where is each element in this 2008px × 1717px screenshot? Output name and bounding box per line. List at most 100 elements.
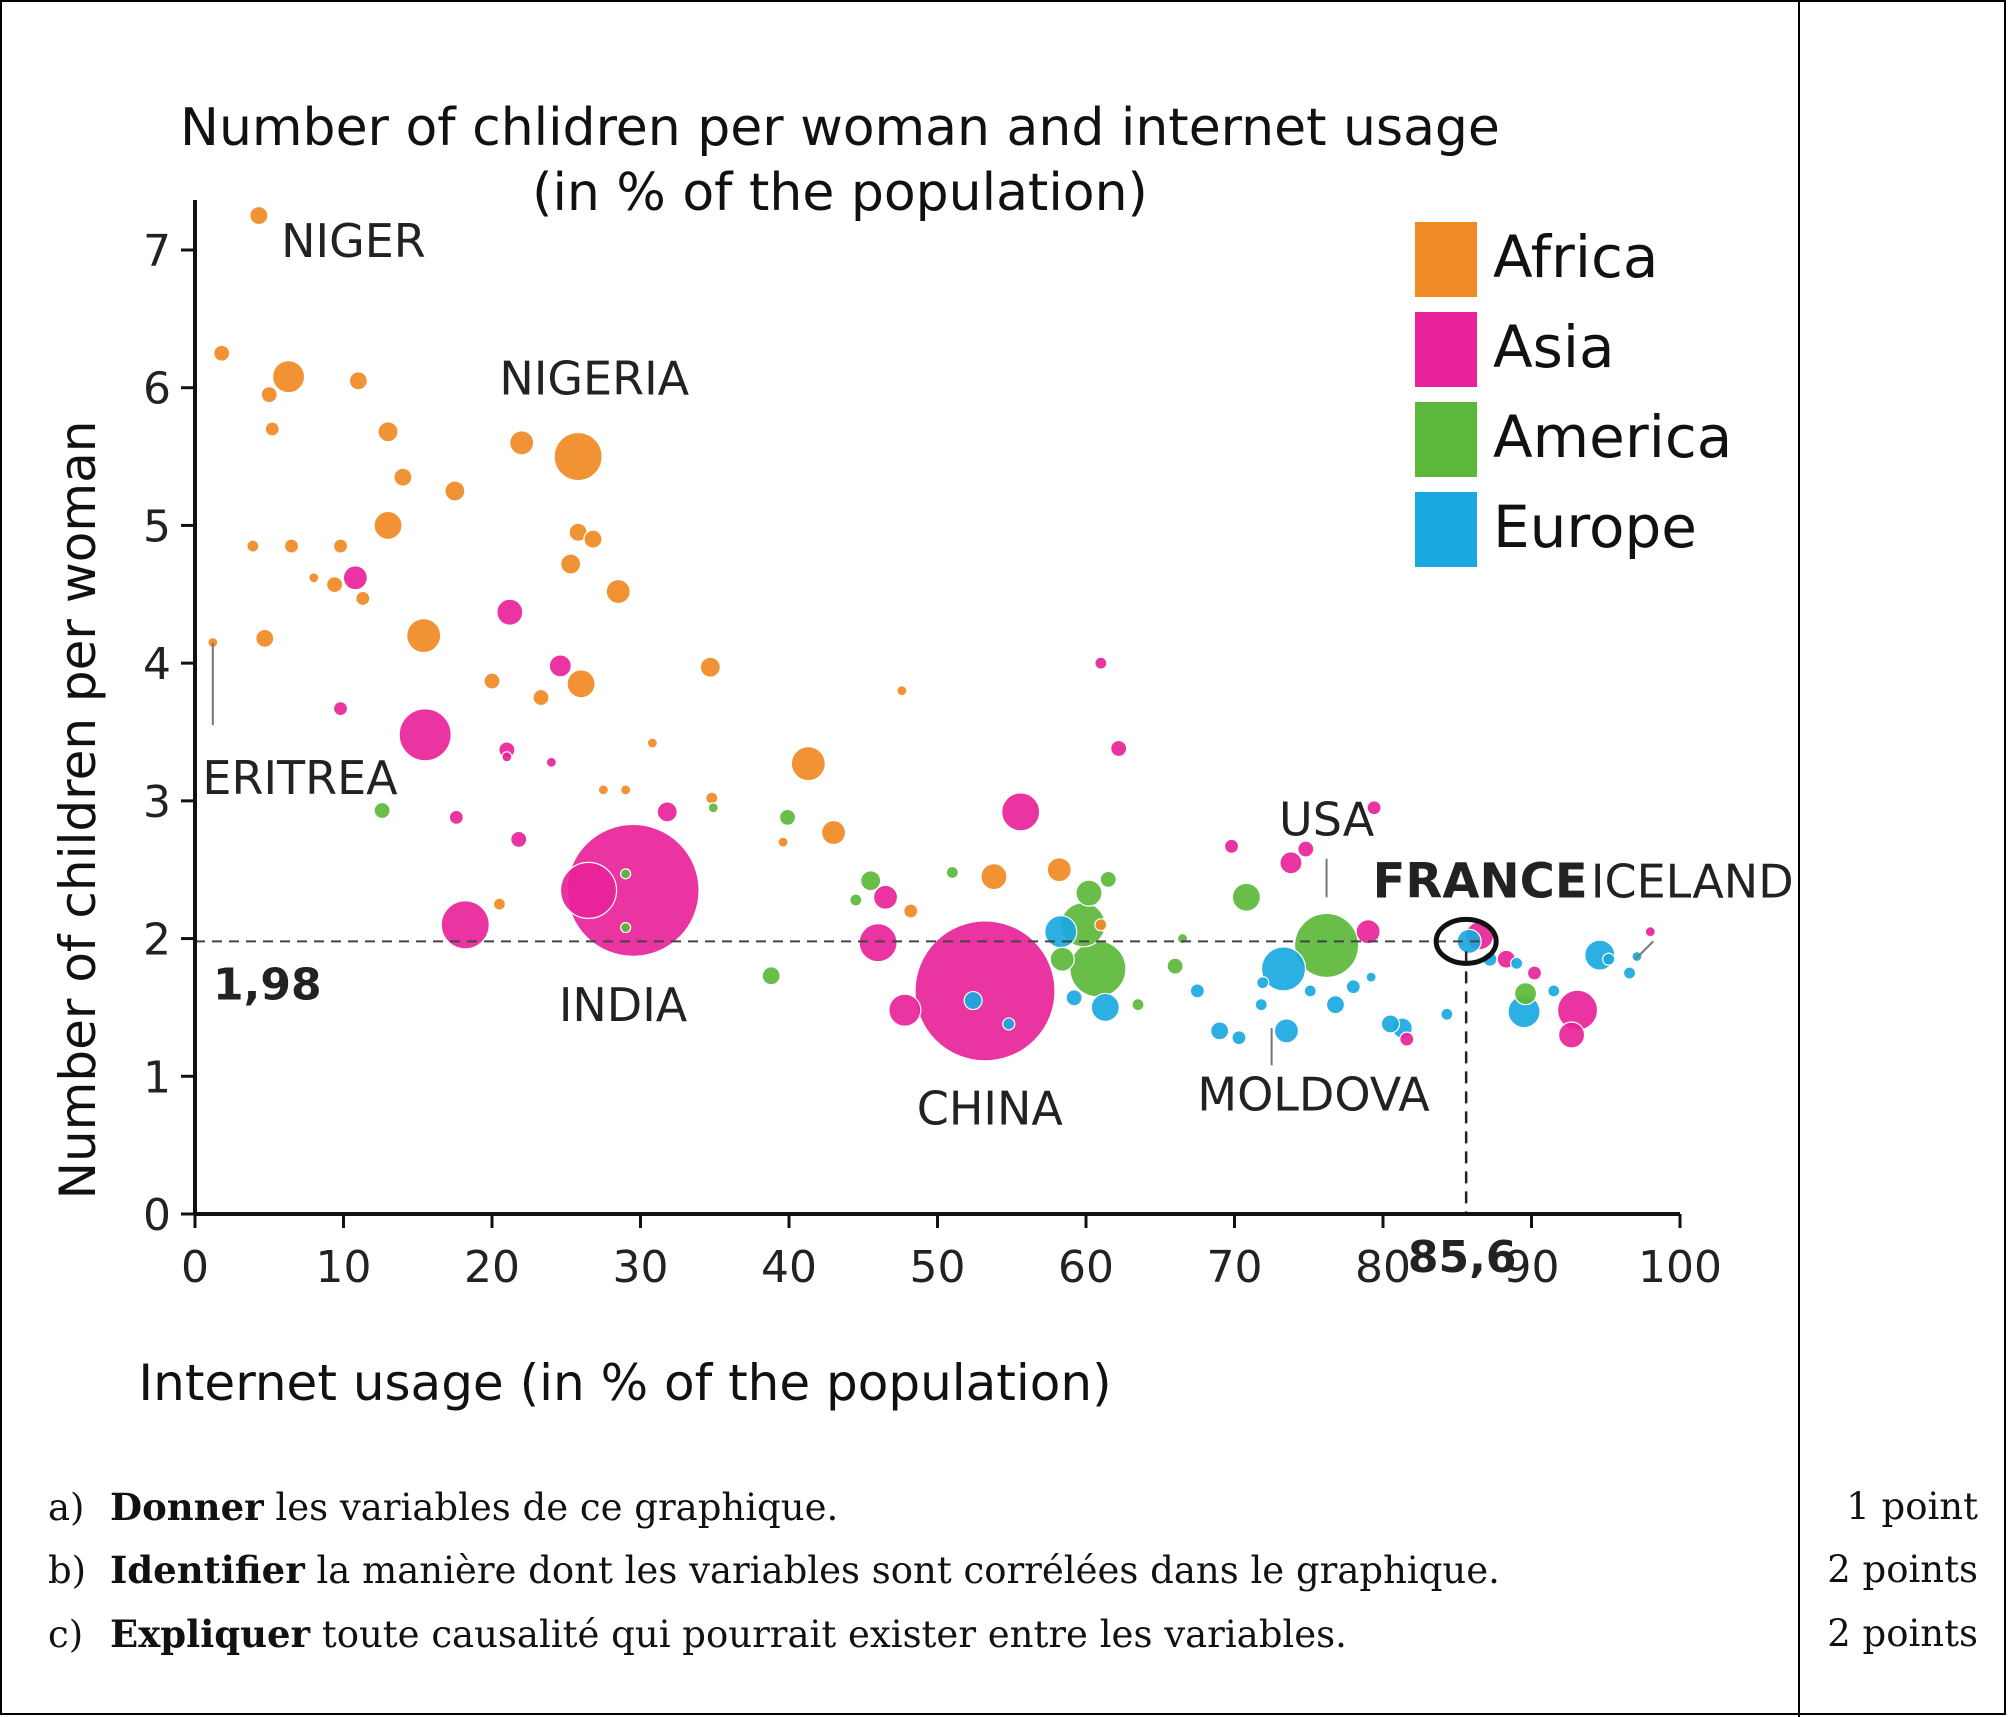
- data-point-europe: [1231, 1030, 1247, 1046]
- question-points: 1 point: [1846, 1485, 1978, 1528]
- y-tick-label: 3: [143, 777, 171, 828]
- data-point-america: [778, 808, 797, 826]
- data-point-america: [860, 870, 882, 892]
- data-point-africa: [483, 672, 501, 690]
- data-point-asia: [1110, 739, 1128, 758]
- data-point-asia: [1399, 1031, 1415, 1047]
- data-point-america: [945, 865, 959, 880]
- question-letter: a): [48, 1486, 85, 1529]
- data-point-africa: [348, 371, 368, 391]
- data-point-asia: [1557, 1021, 1586, 1049]
- data-point-europe: [1044, 915, 1078, 949]
- question-letter: b): [48, 1549, 87, 1592]
- data-point-america: [1075, 879, 1103, 907]
- data-point-america: [620, 868, 632, 880]
- question-verb: Identifier: [110, 1548, 305, 1592]
- data-point-asia: [1644, 926, 1656, 938]
- y-tick-label: 2: [143, 915, 171, 966]
- data-point-africa: [255, 628, 275, 648]
- data-point-africa: [264, 421, 280, 437]
- y-tick-label: 5: [143, 501, 171, 552]
- data-point-asia: [548, 654, 572, 678]
- data-point-africa: [597, 784, 609, 796]
- data-point-africa: [646, 737, 658, 749]
- data-point-europe: [1365, 971, 1377, 983]
- data-point-america: [707, 802, 719, 814]
- data-point-africa: [790, 746, 826, 782]
- data-point-africa: [332, 538, 349, 554]
- data-point-africa: [553, 431, 603, 482]
- data-point-america: [1099, 870, 1117, 888]
- question-row: c) Expliquer toute causalité qui pourrait…: [48, 1612, 1768, 1656]
- france-highlight-ellipse: [1433, 916, 1499, 966]
- data-point-america: [849, 893, 863, 907]
- question-row: a) Donner les variables de ce graphique.: [48, 1485, 1768, 1529]
- data-point-america: [761, 966, 781, 986]
- legend-swatch-america: [1415, 402, 1477, 477]
- x-tick-label: 90: [1504, 1242, 1560, 1293]
- data-point-europe: [1189, 983, 1205, 999]
- data-point-africa: [355, 590, 371, 607]
- data-point-asia: [1355, 919, 1381, 945]
- data-point-asia: [1297, 840, 1315, 858]
- data-point-africa: [560, 553, 582, 575]
- data-point-africa: [283, 538, 300, 554]
- data-point-africa: [246, 539, 260, 553]
- x-tick-label: 40: [761, 1242, 817, 1293]
- data-point-africa: [249, 205, 269, 226]
- data-point-america: [1513, 982, 1538, 1006]
- reference-label-y: 1,98: [213, 959, 322, 1010]
- data-point-asia: [872, 884, 899, 910]
- data-point-europe: [1510, 956, 1524, 970]
- data-point-africa: [260, 386, 278, 404]
- data-point-europe: [1210, 1021, 1230, 1041]
- x-tick-label: 30: [613, 1242, 669, 1293]
- data-point-asia: [1366, 800, 1382, 816]
- legend-swatch-africa: [1415, 222, 1477, 297]
- data-point-europe: [1260, 946, 1307, 992]
- annotation-usa: USA: [1279, 792, 1375, 846]
- data-point-africa: [444, 480, 466, 502]
- data-point-europe: [1090, 992, 1120, 1023]
- y-tick-label: 1: [143, 1052, 171, 1103]
- x-tick-label: 10: [316, 1242, 372, 1293]
- data-point-europe: [1256, 976, 1270, 990]
- annotation-china: CHINA: [917, 1081, 1064, 1135]
- x-tick-label: 50: [910, 1242, 966, 1293]
- data-point-asia: [1094, 656, 1108, 670]
- data-point-africa: [820, 819, 847, 846]
- data-point-america: [1131, 998, 1145, 1012]
- y-tick-label: 7: [143, 226, 171, 277]
- data-point-europe: [1380, 1014, 1401, 1034]
- data-point-asia: [1001, 792, 1041, 832]
- annotation-iceland: ICELAND: [1591, 854, 1794, 908]
- question-points: 2 points: [1827, 1612, 1978, 1655]
- data-point-asia: [510, 830, 528, 849]
- data-point-europe: [1622, 966, 1637, 980]
- annotation-nigeria: NIGERIA: [499, 352, 689, 406]
- data-point-asia: [1526, 965, 1543, 981]
- data-point-africa: [583, 529, 603, 549]
- data-point-europe: [1440, 1007, 1454, 1021]
- annotation-niger: NIGER: [281, 214, 426, 268]
- data-point-europe: [1303, 984, 1317, 998]
- x-tick-label: 100: [1638, 1242, 1722, 1293]
- data-point-asia: [398, 708, 452, 762]
- legend-label-america: America: [1493, 403, 1732, 471]
- data-point-asia: [332, 700, 349, 717]
- legend-swatch-europe: [1415, 492, 1477, 567]
- question-letter: c): [48, 1613, 84, 1656]
- data-point-africa: [213, 344, 231, 362]
- data-point-europe: [963, 990, 983, 1011]
- data-point-europe: [1325, 995, 1346, 1015]
- data-point-europe: [1547, 984, 1561, 998]
- question-verb: Donner: [110, 1485, 264, 1529]
- data-point-asia: [440, 900, 490, 950]
- data-point-africa: [1094, 918, 1108, 932]
- x-tick-label: 70: [1207, 1242, 1263, 1293]
- data-point-africa: [777, 836, 789, 848]
- data-point-africa: [699, 656, 721, 678]
- data-point-europe: [1273, 1018, 1300, 1044]
- data-point-asia: [559, 861, 618, 919]
